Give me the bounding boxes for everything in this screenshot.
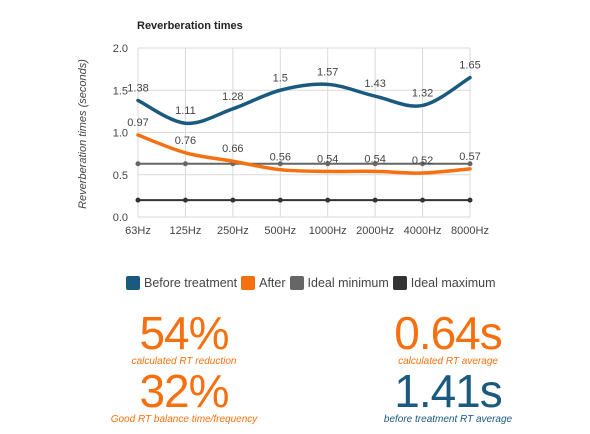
stat-average-value: 0.64s (394, 307, 503, 359)
y-axis-label: Reverberation times (seconds) (77, 59, 89, 209)
legend-swatch-ideal-min (289, 276, 304, 290)
series-point-ideal_max (277, 197, 283, 203)
series-point-ideal_max (372, 197, 378, 203)
data-label-after: 0.54 (364, 153, 385, 165)
stat-before-average-value: 1.41s (394, 365, 503, 417)
x-tick-label: 63Hz (125, 225, 151, 237)
legend-label-after: After (259, 276, 286, 290)
x-tick-label: 250Hz (217, 225, 249, 237)
data-label-before: 1.57 (317, 66, 338, 78)
stat-balance-value: 32% (139, 365, 229, 417)
data-label-before: 1.5 (273, 72, 288, 84)
series-line-before (136, 75, 472, 125)
legend-item-ideal-min: Ideal minimum (289, 276, 389, 290)
series-point-ideal_min (372, 161, 378, 167)
stat-balance: 32% Good RT balance time/frequency (92, 368, 276, 425)
axes: 0.0 0.5 1.0 1.5 2.0 63Hz 125Hz 250Hz 500Hz 1000Hz… (113, 43, 489, 237)
x-tick-label: 500Hz (264, 225, 296, 237)
x-tick-label: 125Hz (170, 225, 202, 237)
series-point-ideal_max (182, 197, 188, 203)
data-label-after: 0.57 (459, 151, 480, 163)
series (135, 75, 473, 203)
legend-swatch-ideal-max (392, 276, 407, 290)
legend-swatch-before (126, 276, 140, 290)
legend-label-ideal-min: Ideal minimum (307, 276, 389, 290)
y-tick-label: 1.0 (113, 128, 128, 140)
x-tick-label: 2000Hz (356, 225, 394, 237)
stat-reduction-label: calculated RT reduction (131, 356, 237, 367)
x-tick-label: 1000Hz (309, 225, 347, 237)
stat-average: 0.64s calculated RT average (364, 310, 532, 367)
data-label-before: 1.32 (412, 87, 433, 99)
data-label-before: 1.11 (175, 105, 196, 117)
series-point-ideal_max (467, 197, 473, 203)
series-point-ideal_max (135, 197, 141, 203)
y-tick-label: 0.5 (113, 170, 128, 182)
data-label-before: 1.43 (364, 78, 385, 90)
legend-item-ideal-max: Ideal maximum (392, 276, 496, 290)
chart-legend: Before treatment After Ideal minimum Ide… (126, 276, 500, 290)
x-tick-label: 8000Hz (451, 225, 489, 237)
stat-before-average: 1.41s before treatment RT average (364, 368, 532, 425)
y-tick-label: 0.0 (113, 212, 128, 224)
series-point-ideal_min (182, 161, 188, 167)
legend-swatch-after (241, 276, 256, 290)
legend-item-before: Before treatment (126, 276, 237, 290)
series-point-ideal_min (277, 161, 283, 167)
data-label-after: 0.97 (127, 117, 148, 129)
series-point-ideal_min (135, 161, 141, 167)
stat-reduction: 54% calculated RT reduction (100, 310, 268, 367)
y-tick-label: 1.5 (113, 85, 128, 97)
data-label-before: 1.38 (127, 82, 148, 94)
reverberation-chart: Reverberation times Reverberation times … (77, 20, 489, 237)
y-tick-label: 2.0 (113, 43, 128, 55)
series-point-ideal_max (230, 197, 236, 203)
chart-title: Reverberation times (137, 20, 243, 32)
data-label-after: 0.76 (175, 135, 196, 147)
stat-reduction-value: 54% (139, 307, 229, 359)
grid (137, 47, 471, 218)
series-point-ideal_min (420, 161, 426, 167)
series-line-after (136, 133, 472, 175)
stat-average-label: calculated RT average (398, 356, 498, 367)
data-label-before: 1.28 (222, 91, 243, 103)
series-point-ideal_max (420, 197, 426, 203)
legend-label-ideal-max: Ideal maximum (410, 276, 496, 290)
series-point-ideal_max (325, 197, 331, 203)
series-point-ideal_min (467, 161, 473, 167)
legend-label-before: Before treatment (144, 276, 238, 290)
data-labels: 0.97 0.76 0.66 0.56 0.54 0.54 0.52 0.57 1.38 1.11… (127, 60, 480, 167)
data-label-after: 0.52 (412, 155, 433, 167)
x-tick-label: 4000Hz (404, 225, 442, 237)
stat-before-average-label: before treatment RT average (383, 414, 513, 425)
data-label-after: 0.56 (270, 152, 291, 164)
data-label-after: 0.66 (222, 143, 243, 155)
legend-item-after: After (241, 276, 286, 290)
data-label-before: 1.65 (459, 60, 480, 72)
stat-balance-label: Good RT balance time/frequency (110, 414, 258, 425)
series-point-ideal_min (325, 161, 331, 167)
data-label-after: 0.54 (317, 153, 338, 165)
